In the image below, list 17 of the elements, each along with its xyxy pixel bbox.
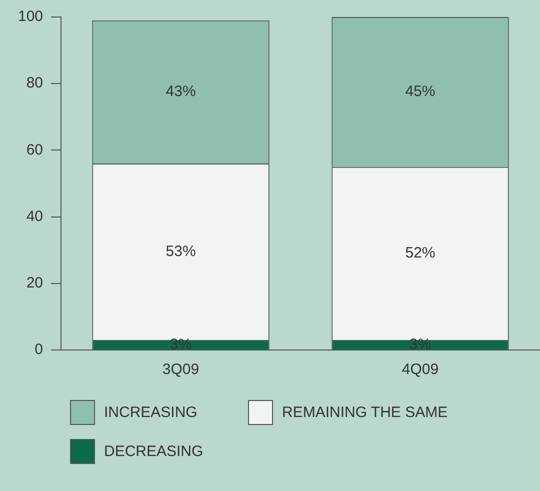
x-tick-label: 4Q09 <box>402 361 439 378</box>
data-label: 52% <box>405 244 436 262</box>
data-label: 3% <box>170 336 192 353</box>
legend-label: DECREASING <box>104 443 204 460</box>
y-tick-label: 20 <box>26 274 44 292</box>
legend-label: INCREASING <box>104 404 198 421</box>
data-label: 53% <box>166 242 196 260</box>
y-tick-label: 0 <box>34 341 44 358</box>
y-tick-label: 100 <box>18 8 44 26</box>
x-tick-label: 3Q09 <box>162 361 200 378</box>
y-tick-label: 60 <box>26 141 44 158</box>
data-label: 43% <box>166 83 196 100</box>
y-tick-label: 40 <box>26 208 44 225</box>
legend-label: REMAINING THE SAME <box>282 404 448 421</box>
data-label: 45% <box>405 83 436 100</box>
y-tick-label: 80 <box>26 74 44 92</box>
data-label: 3% <box>409 336 432 353</box>
